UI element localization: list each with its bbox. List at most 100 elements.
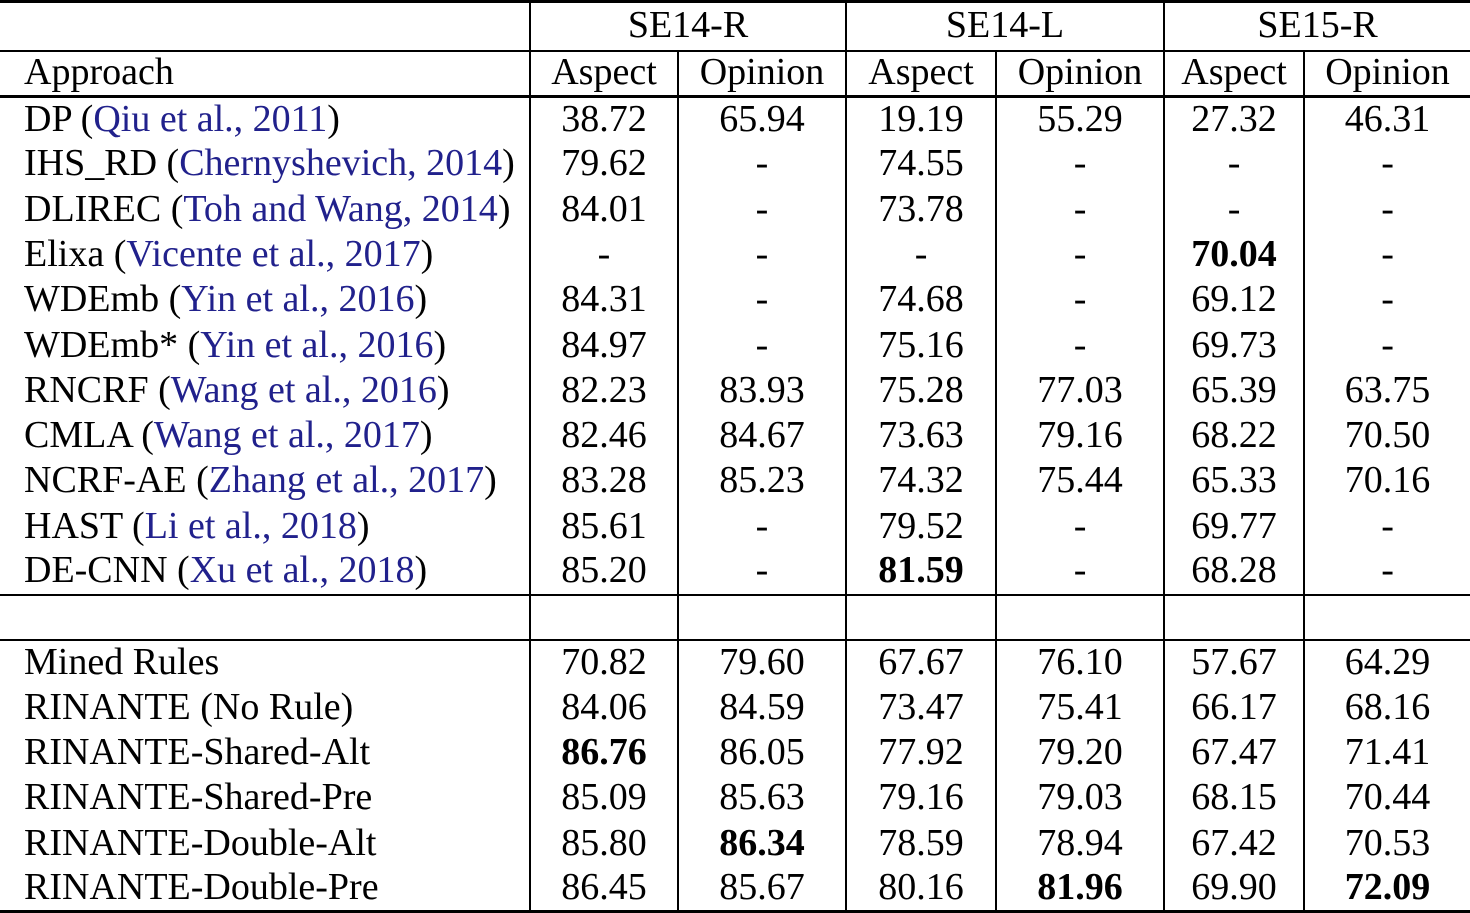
value-cell: - [1163,141,1305,188]
published-approaches-section: DP (Qiu et al., 2011) 38.72 65.94 19.19 55.… [0,96,1470,595]
group-header-se14l: SE14-L [845,1,1165,52]
approach-name: WDEmb* ( [24,323,201,366]
citation-link[interactable]: Wang et al., 2017 [153,414,420,457]
divider-segment [1303,593,1470,641]
value-cell: 79.20 [995,730,1165,776]
value-cell: 83.93 [676,368,847,414]
approach-cell: WDEmb* (Yin et al., 2016) [0,323,530,368]
value-cell: - [676,232,847,278]
value-cell: 70.04 [1163,232,1305,278]
metric-header-row: Approach Aspect Opinion Aspect Opinion A… [0,50,1470,98]
value-cell: 78.59 [845,820,997,867]
citation-link[interactable]: Chernyshevich, 2014 [179,142,503,185]
value-cell: - [995,277,1165,323]
approach-name: IHS_RD ( [24,142,180,185]
value-cell: - [676,322,847,369]
value-cell: 74.55 [845,141,997,188]
table-row: HAST (Li et al., 2018) 85.61-79.52-69.77… [0,503,1470,550]
value-cell: - [676,549,847,595]
value-cell: 55.29 [995,96,1165,142]
citation-link[interactable]: Yin et al., 2016 [200,323,434,366]
value-cell: 82.46 [529,413,678,459]
value-cell: - [1303,277,1470,323]
table-row: Mined Rules 70.82 79.60 67.67 76.10 57.67 64.… [0,639,1470,686]
value-cell: 84.01 [529,187,678,233]
approach-cell: NCRF-AE (Zhang et al., 2017) [0,459,530,504]
dataset-group-header-row: SE14-R SE14-L SE15-R [0,1,1470,52]
citation-link[interactable]: Xu et al., 2018 [189,549,415,592]
value-cell: - [1163,187,1305,233]
value-cell: - [1303,232,1470,278]
value-cell: 68.16 [1303,685,1470,731]
value-cell: 81.59 [845,549,997,595]
value-cell: 63.75 [1303,368,1470,414]
value-cell: 68.22 [1163,413,1305,459]
approach-name: DE-CNN ( [24,549,190,592]
table-row: IHS_RD (Chernyshevich, 2014) 79.62-74.55… [0,141,1470,188]
value-cell: 85.61 [529,503,678,550]
opinion-column-header: Opinion [676,50,847,98]
approach-cell: RINANTE (No Rule) [0,685,530,730]
value-cell: 79.60 [676,639,847,686]
approach-name: RINANTE (No Rule) [24,685,354,728]
approach-cell: Mined Rules [0,640,530,685]
table-row: DE-CNN (Xu et al., 2018) 85.20-81.59-68.… [0,549,1470,595]
value-cell: 79.62 [529,141,678,188]
value-cell: - [529,232,678,278]
value-cell: 75.16 [845,322,997,369]
value-cell: 19.19 [845,96,997,142]
value-cell: 65.39 [1163,368,1305,414]
value-cell: 75.28 [845,368,997,414]
citation-link[interactable]: Toh and Wang, 2014 [183,187,498,230]
value-cell: 65.94 [676,96,847,142]
divider-segment [529,593,678,641]
table-row: NCRF-AE (Zhang et al., 2017) 83.28 85.23 7… [0,458,1470,504]
value-cell: 74.68 [845,277,997,323]
opinion-column-header: Opinion [995,50,1165,98]
value-cell: 83.28 [529,458,678,504]
citation-link[interactable]: Wang et al., 2016 [170,368,437,411]
value-cell: 77.03 [995,368,1165,414]
divider-segment [845,593,997,641]
table-row: RINANTE-Shared-Pre 85.09 85.63 79.16 79.03 6… [0,775,1470,821]
citation-link[interactable]: Qiu et al., 2011 [93,97,328,140]
citation-link[interactable]: Zhang et al., 2017 [208,459,485,502]
value-cell: - [1303,549,1470,595]
value-cell: 82.23 [529,368,678,414]
citation-close-paren: ) [484,459,497,502]
table-row: RINANTE-Double-Pre 86.45 85.67 80.16 81.96 6… [0,866,1470,912]
value-cell: 27.32 [1163,96,1305,142]
value-cell: 46.31 [1303,96,1470,142]
aspect-column-header: Aspect [1163,50,1305,98]
approach-name: WDEmb ( [24,278,182,321]
value-cell: 84.67 [676,413,847,459]
citation-link[interactable]: Yin et al., 2016 [181,278,415,321]
table-row: RINANTE-Double-Alt 85.80 86.34 78.59 78.94 6… [0,820,1470,867]
value-cell: 79.16 [845,775,997,821]
approach-name: RNCRF ( [24,368,171,411]
approach-name: RINANTE-Shared-Pre [24,776,373,819]
value-cell: - [995,187,1165,233]
divider-segment [676,593,847,641]
approach-name: DP ( [24,97,94,140]
approach-cell: DE-CNN (Xu et al., 2018) [0,549,530,594]
approach-name: RINANTE-Shared-Alt [24,731,371,774]
citation-close-paren: ) [419,414,433,457]
approach-cell: RINANTE-Shared-Alt [0,730,530,775]
aspect-column-header: Aspect [529,50,678,98]
value-cell: - [1303,322,1470,369]
double-rule [0,593,1470,641]
value-cell: 85.23 [676,458,847,504]
table-row: DP (Qiu et al., 2011) 38.72 65.94 19.19 55.… [0,96,1470,142]
value-cell: 68.15 [1163,775,1305,821]
citation-link[interactable]: Li et al., 2018 [144,504,357,547]
value-cell: - [676,141,847,188]
citation-close-paren: ) [414,278,428,321]
citation-close-paren: ) [356,504,370,547]
value-cell: 74.32 [845,458,997,504]
value-cell: 69.73 [1163,322,1305,369]
citation-link[interactable]: Vicente et al., 2017 [126,232,421,275]
value-cell: 69.12 [1163,277,1305,323]
value-cell: 84.06 [529,685,678,731]
